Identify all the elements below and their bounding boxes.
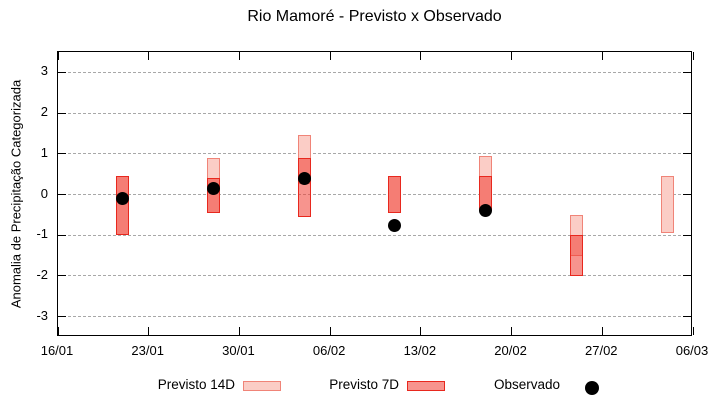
y-tick-mark xyxy=(683,153,691,155)
y-tick-mark xyxy=(58,275,66,277)
x-tick-label: 06/02 xyxy=(312,343,346,358)
legend-dot-observado xyxy=(585,381,599,395)
gridline xyxy=(58,316,691,318)
observed-dot xyxy=(388,218,402,232)
observed-dot xyxy=(207,181,220,195)
x-tick-mark xyxy=(238,327,240,335)
bar-previsto-7d xyxy=(116,176,130,236)
bar-previsto-14d xyxy=(660,176,674,234)
y-tick-label: -1 xyxy=(36,226,48,242)
legend-label-previsto_7d: Previsto 7D xyxy=(329,377,399,392)
x-tick-mark xyxy=(511,327,513,335)
x-tick-mark xyxy=(692,52,694,60)
x-tick-mark xyxy=(692,327,694,335)
x-tick-label: 13/02 xyxy=(403,343,437,358)
y-tick-mark xyxy=(683,194,691,195)
gridline xyxy=(58,275,691,277)
legend-label-previsto_14d: Previsto 14D xyxy=(157,377,235,392)
y-tick-label: 0 xyxy=(40,185,48,201)
plot-area xyxy=(57,51,694,336)
y-tick-mark xyxy=(58,194,66,195)
gridline xyxy=(58,112,691,114)
gridline xyxy=(58,194,691,195)
x-tick-label: 30/01 xyxy=(222,343,255,358)
x-tick-mark xyxy=(57,52,59,60)
x-tick-label: 23/01 xyxy=(131,343,164,358)
x-tick-mark xyxy=(238,52,240,60)
y-tick-label: 2 xyxy=(40,104,48,120)
gridline xyxy=(58,153,691,155)
x-tick-mark xyxy=(148,327,150,335)
y-tick-mark xyxy=(683,234,691,236)
y-tick-label: 1 xyxy=(40,144,48,160)
gridline xyxy=(58,71,691,73)
gridline xyxy=(58,234,691,236)
x-tick-mark xyxy=(329,327,331,335)
legend-swatch-previsto_14d xyxy=(243,381,281,391)
x-tick-mark xyxy=(57,327,59,335)
x-tick-mark xyxy=(148,52,150,60)
y-tick-mark xyxy=(683,275,691,277)
x-tick-label: 16/01 xyxy=(40,343,74,358)
chart-title: Rio Mamoré - Previsto x Observado xyxy=(247,8,502,25)
observed-dot xyxy=(297,171,311,185)
y-tick-mark xyxy=(683,316,691,318)
x-tick-mark xyxy=(601,327,603,335)
x-tick-label: 06/03 xyxy=(675,343,709,358)
y-tick-mark xyxy=(58,316,66,318)
x-tick-mark xyxy=(420,327,422,335)
observed-dot xyxy=(479,204,493,218)
y-tick-label: -2 xyxy=(36,266,48,282)
bar-previsto-7d xyxy=(388,176,402,213)
y-tick-mark xyxy=(58,153,66,155)
x-tick-mark xyxy=(511,52,513,60)
y-tick-mark xyxy=(58,234,66,236)
bar-previsto-7d xyxy=(569,235,583,276)
legend-swatch-previsto_7d xyxy=(407,381,445,391)
y-tick-mark xyxy=(58,112,66,114)
y-tick-label: 3 xyxy=(40,63,48,79)
y-tick-mark xyxy=(683,71,691,73)
y-tick-mark xyxy=(683,112,691,114)
y-tick-label: -3 xyxy=(36,307,48,323)
x-tick-mark xyxy=(329,52,331,60)
x-tick-label: 20/02 xyxy=(494,343,527,358)
observed-dot xyxy=(116,192,130,206)
x-tick-mark xyxy=(601,52,603,60)
bar-previsto-7d xyxy=(297,157,311,217)
y-tick-mark xyxy=(58,71,66,73)
legend-label-observado: Observado xyxy=(493,377,560,392)
x-tick-mark xyxy=(420,52,422,60)
x-tick-label: 27/02 xyxy=(585,343,618,358)
